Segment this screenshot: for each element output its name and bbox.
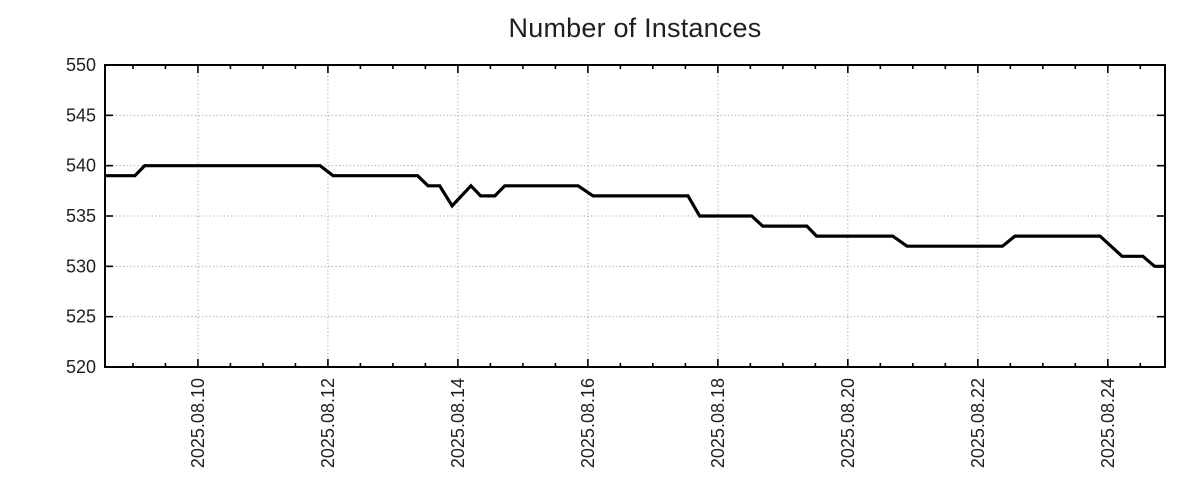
x-tick-label: 2025.08.22 <box>968 378 988 468</box>
x-tick-label: 2025.08.24 <box>1098 378 1118 468</box>
y-tick-label: 520 <box>66 357 96 377</box>
y-tick-label: 530 <box>66 256 96 276</box>
data-line-instances <box>105 164 1165 268</box>
y-tick-label: 545 <box>66 105 96 125</box>
x-tick-label: 2025.08.12 <box>318 378 338 468</box>
y-tick-label: 540 <box>66 156 96 176</box>
y-tick-label: 535 <box>66 206 96 226</box>
x-tick-label: 2025.08.10 <box>188 378 208 468</box>
x-tick-label: 2025.08.18 <box>708 378 728 468</box>
x-tick-label: 2025.08.20 <box>838 378 858 468</box>
y-tick-label: 525 <box>66 307 96 327</box>
y-tick-label: 550 <box>66 55 96 75</box>
x-tick-label: 2025.08.16 <box>578 378 598 468</box>
x-tick-label: 2025.08.14 <box>448 378 468 468</box>
chart-title: Number of Instances <box>508 13 762 43</box>
